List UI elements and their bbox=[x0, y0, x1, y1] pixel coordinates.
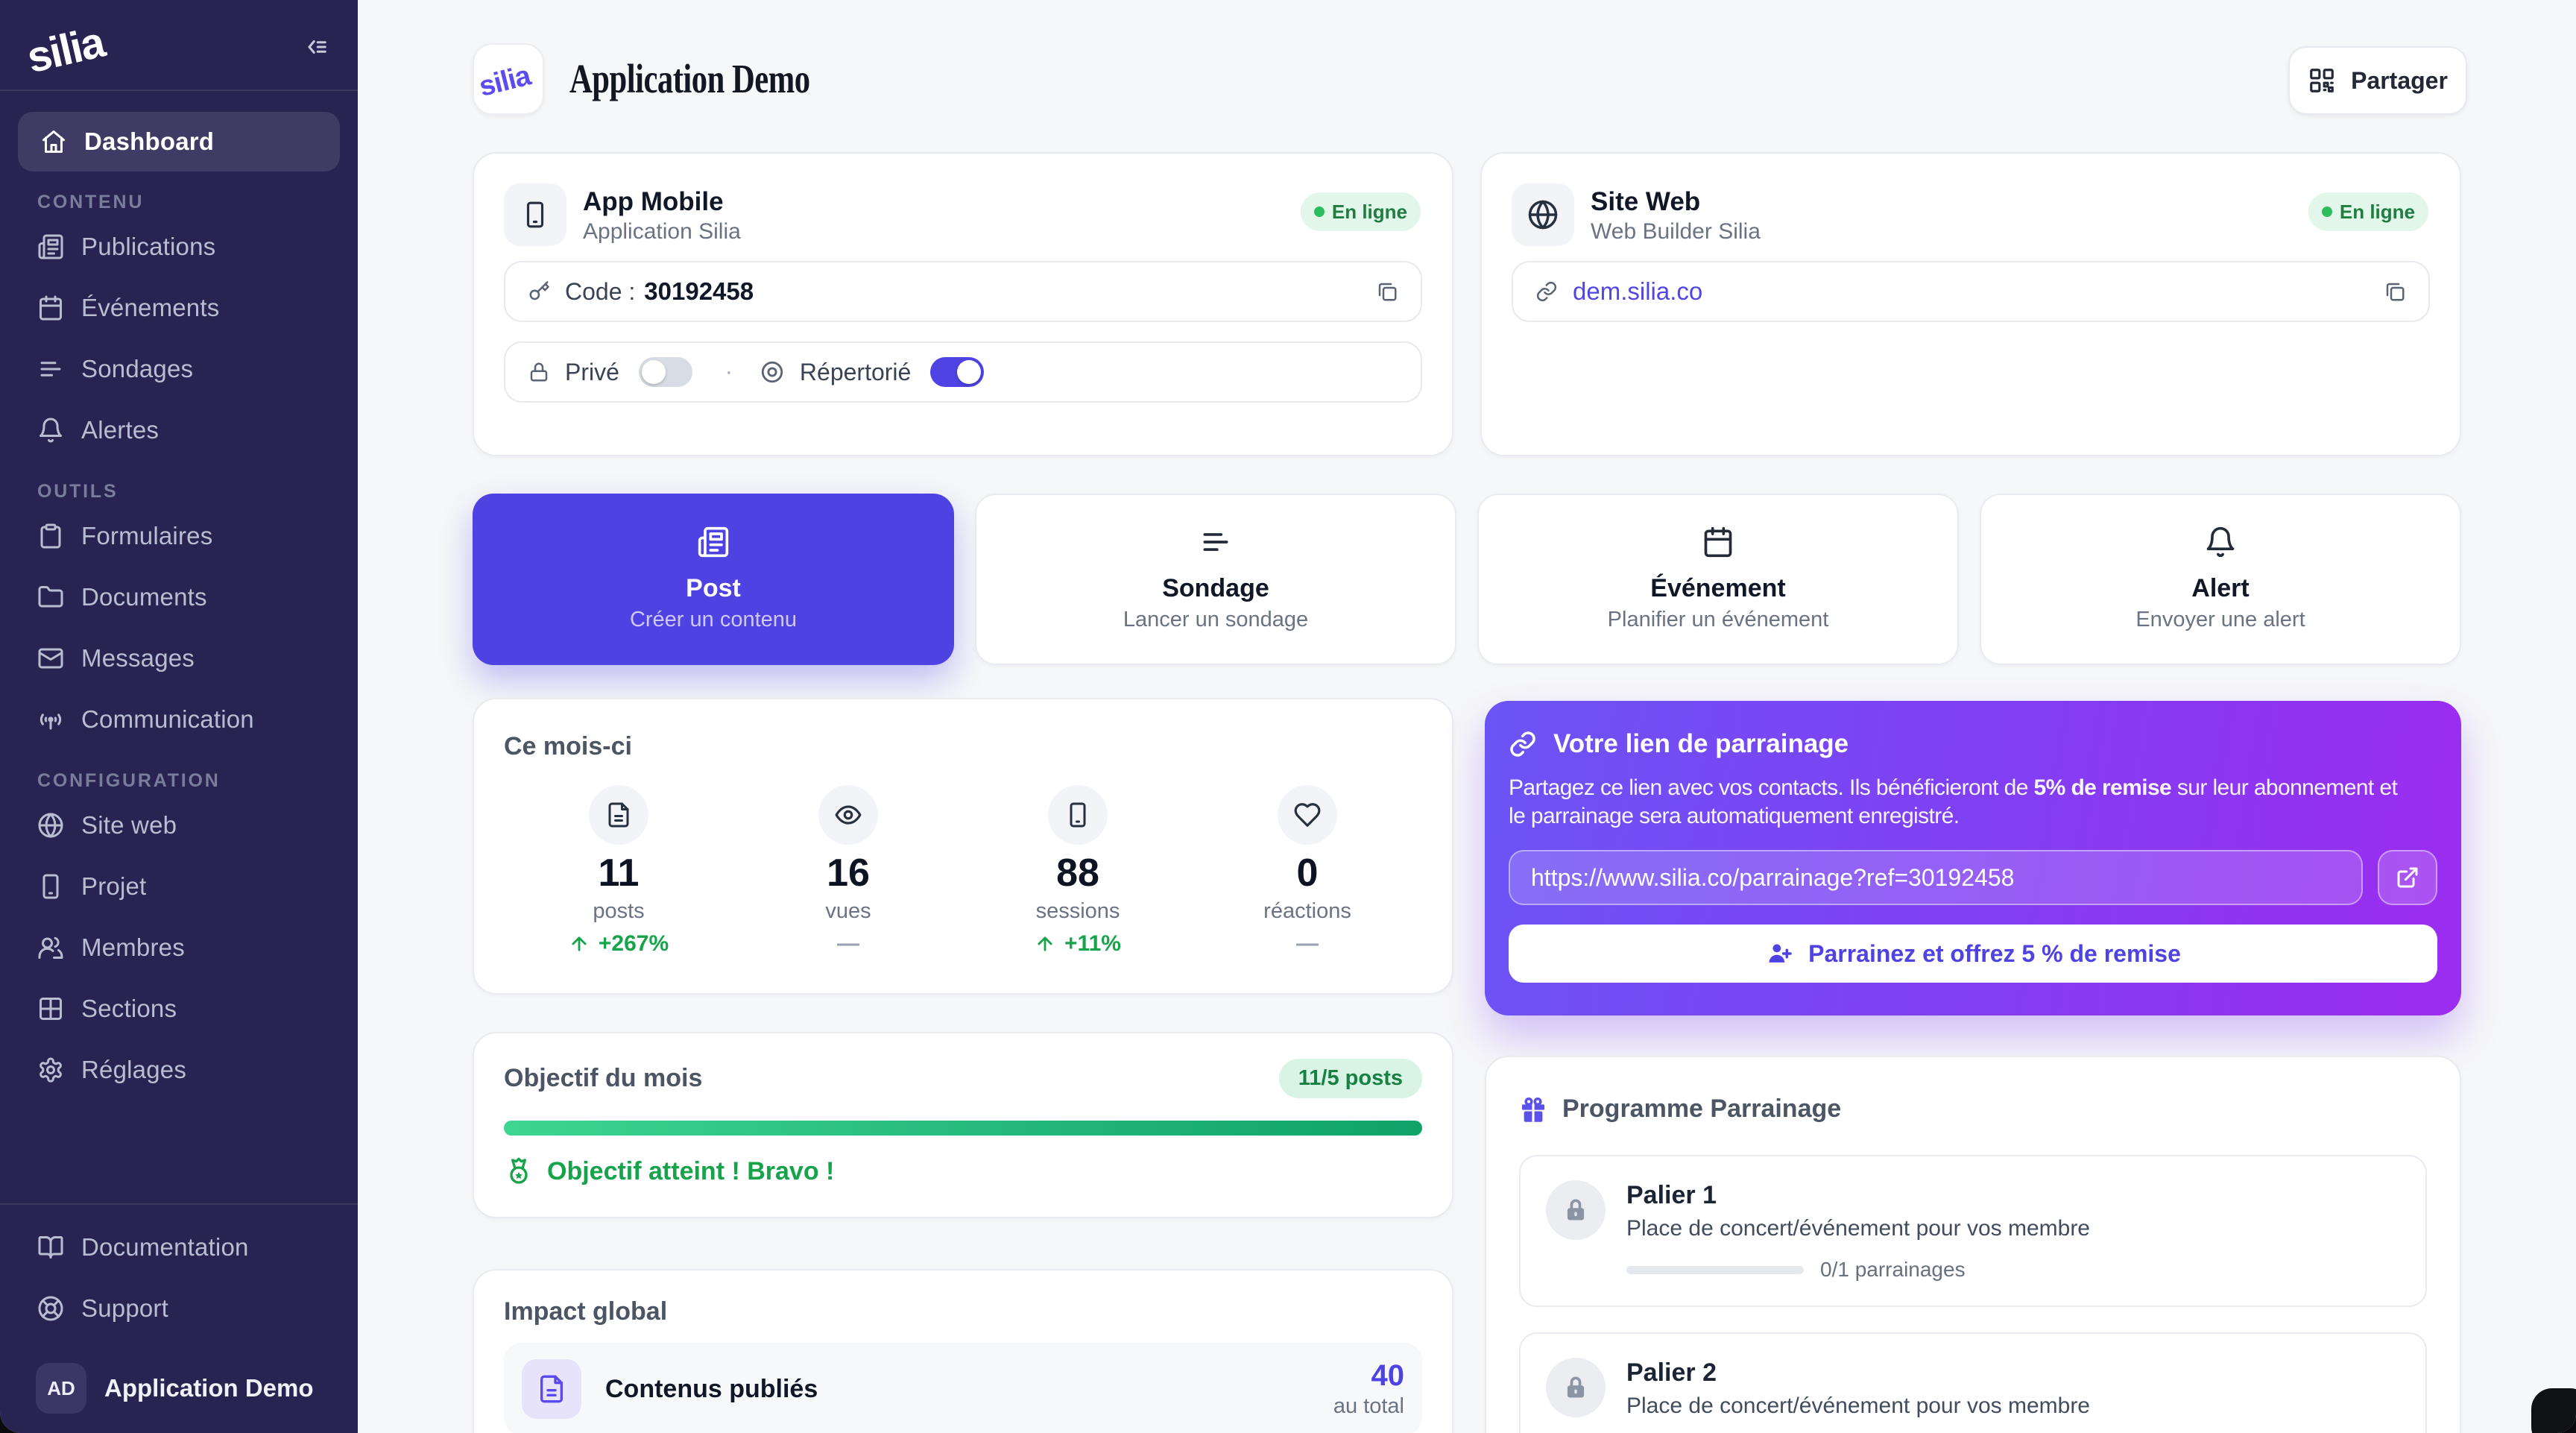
svg-text:silia: silia bbox=[477, 60, 534, 101]
svg-text:silia: silia bbox=[22, 19, 110, 76]
